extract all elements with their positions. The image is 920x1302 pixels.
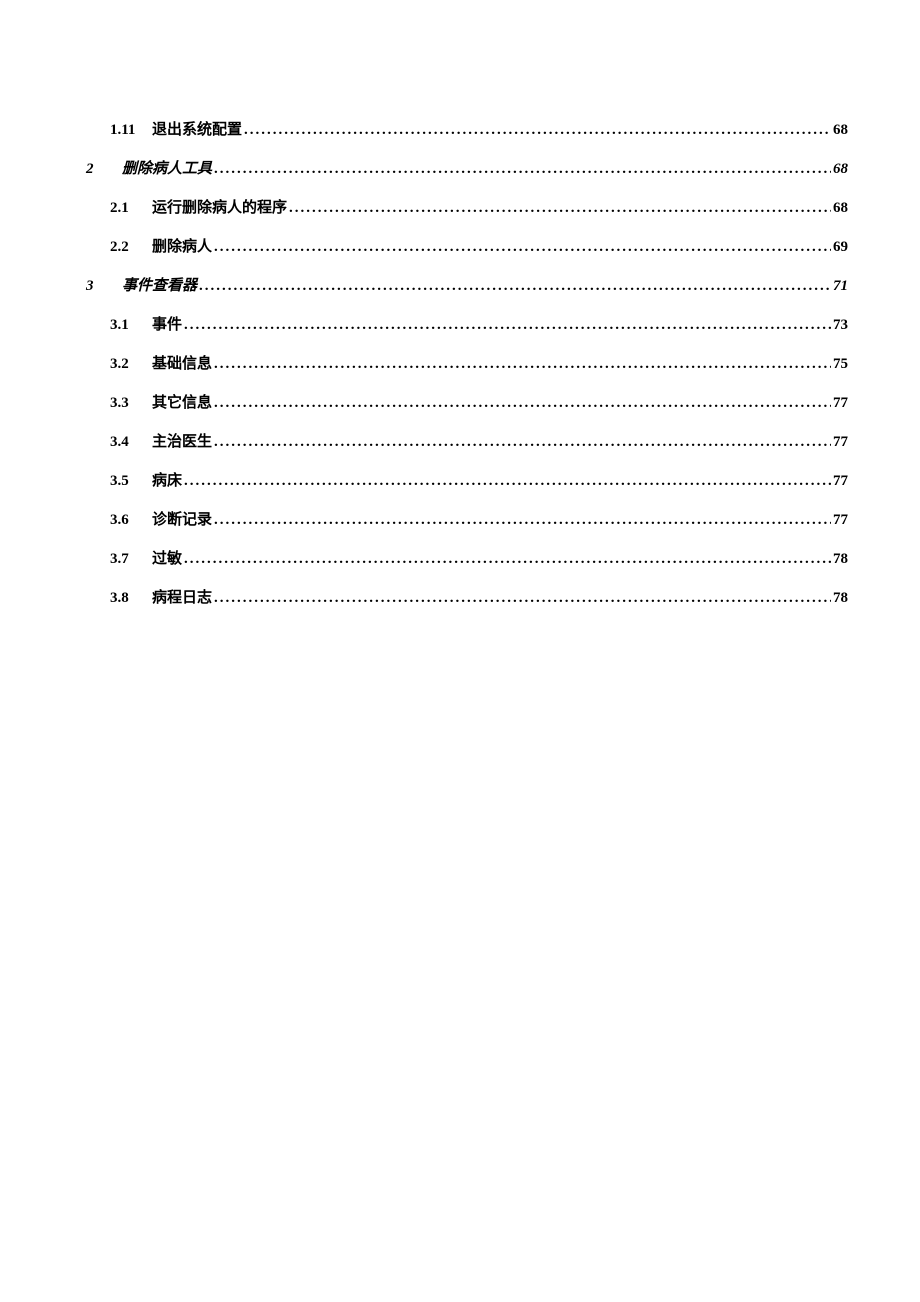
toc-leader-dots <box>214 163 831 178</box>
toc-entry[interactable]: 3.4主治医生 77 <box>90 430 848 451</box>
toc-leader-dots <box>184 553 831 568</box>
toc-section-number: 3.2 <box>110 356 152 373</box>
toc-section-number: 3 <box>86 278 122 295</box>
toc-entry[interactable]: 3.6诊断记录 77 <box>90 508 848 529</box>
toc-section-title: 其它信息 <box>152 391 212 412</box>
toc-section-title: 运行删除病人的程序 <box>152 196 287 217</box>
toc-section-number: 1.11 <box>110 122 152 139</box>
toc-entry[interactable]: 2.1运行删除病人的程序 68 <box>90 196 848 217</box>
toc-section-number: 3.7 <box>110 551 152 568</box>
toc-section-number: 3.8 <box>110 590 152 607</box>
toc-leader-dots <box>199 280 831 295</box>
toc-page-number: 69 <box>833 239 848 256</box>
toc-section-number: 2.1 <box>110 200 152 217</box>
toc-section-number: 2.2 <box>110 239 152 256</box>
toc-entry[interactable]: 3事件查看器71 <box>90 274 848 295</box>
toc-leader-dots <box>214 358 831 373</box>
toc-leader-dots <box>214 241 831 256</box>
toc-leader-dots <box>184 475 831 490</box>
toc-page-number: 77 <box>833 395 848 412</box>
toc-section-title: 主治医生 <box>152 430 212 451</box>
toc-page-number: 68 <box>833 122 848 139</box>
toc-page-number: 68 <box>833 200 848 217</box>
toc-leader-dots <box>289 202 831 217</box>
toc-section-number: 3.1 <box>110 317 152 334</box>
toc-leader-dots <box>244 124 831 139</box>
toc-page-number: 71 <box>833 278 848 295</box>
toc-section-title: 删除病人工具 <box>122 157 212 178</box>
toc-leader-dots <box>214 397 831 412</box>
toc-leader-dots <box>214 514 831 529</box>
toc-page-number: 73 <box>833 317 848 334</box>
toc-entry[interactable]: 1.11退出系统配置 68 <box>90 118 848 139</box>
toc-section-title: 过敏 <box>152 547 182 568</box>
toc-page-number: 77 <box>833 473 848 490</box>
toc-page-number: 68 <box>833 161 848 178</box>
toc-entry[interactable]: 3.3其它信息 77 <box>90 391 848 412</box>
toc-section-title: 事件 <box>152 313 182 334</box>
toc-entry[interactable]: 3.7过敏 78 <box>90 547 848 568</box>
toc-entry[interactable]: 3.8病程日志 78 <box>90 586 848 607</box>
toc-section-title: 基础信息 <box>152 352 212 373</box>
toc-section-number: 3.5 <box>110 473 152 490</box>
toc-leader-dots <box>214 436 831 451</box>
toc-entry[interactable]: 2删除病人工具68 <box>90 157 848 178</box>
toc-leader-dots <box>214 592 831 607</box>
toc-section-title: 诊断记录 <box>152 508 212 529</box>
toc-page-number: 77 <box>833 512 848 529</box>
toc-page-number: 77 <box>833 434 848 451</box>
toc-page: 1.11退出系统配置 68 2删除病人工具 68 2.1运行删除病人的程序 68 2.2删除… <box>0 0 920 607</box>
toc-section-title: 删除病人 <box>152 235 212 256</box>
toc-entry[interactable]: 3.5病床 77 <box>90 469 848 490</box>
toc-page-number: 78 <box>833 590 848 607</box>
toc-section-title: 病床 <box>152 469 182 490</box>
toc-entry[interactable]: 2.2删除病人 69 <box>90 235 848 256</box>
toc-section-title: 病程日志 <box>152 586 212 607</box>
toc-section-number: 3.3 <box>110 395 152 412</box>
toc-entry[interactable]: 3.2基础信息 75 <box>90 352 848 373</box>
toc-section-title: 退出系统配置 <box>152 118 242 139</box>
toc-page-number: 75 <box>833 356 848 373</box>
toc-section-number: 3.6 <box>110 512 152 529</box>
toc-entry[interactable]: 3.1事件 73 <box>90 313 848 334</box>
toc-section-title: 事件查看器 <box>122 274 197 295</box>
toc-leader-dots <box>184 319 831 334</box>
toc-page-number: 78 <box>833 551 848 568</box>
toc-section-number: 3.4 <box>110 434 152 451</box>
table-of-contents: 1.11退出系统配置682删除病人工具682.1运行删除病人的程序682.2删除… <box>90 118 848 607</box>
toc-section-number: 2 <box>86 161 122 178</box>
